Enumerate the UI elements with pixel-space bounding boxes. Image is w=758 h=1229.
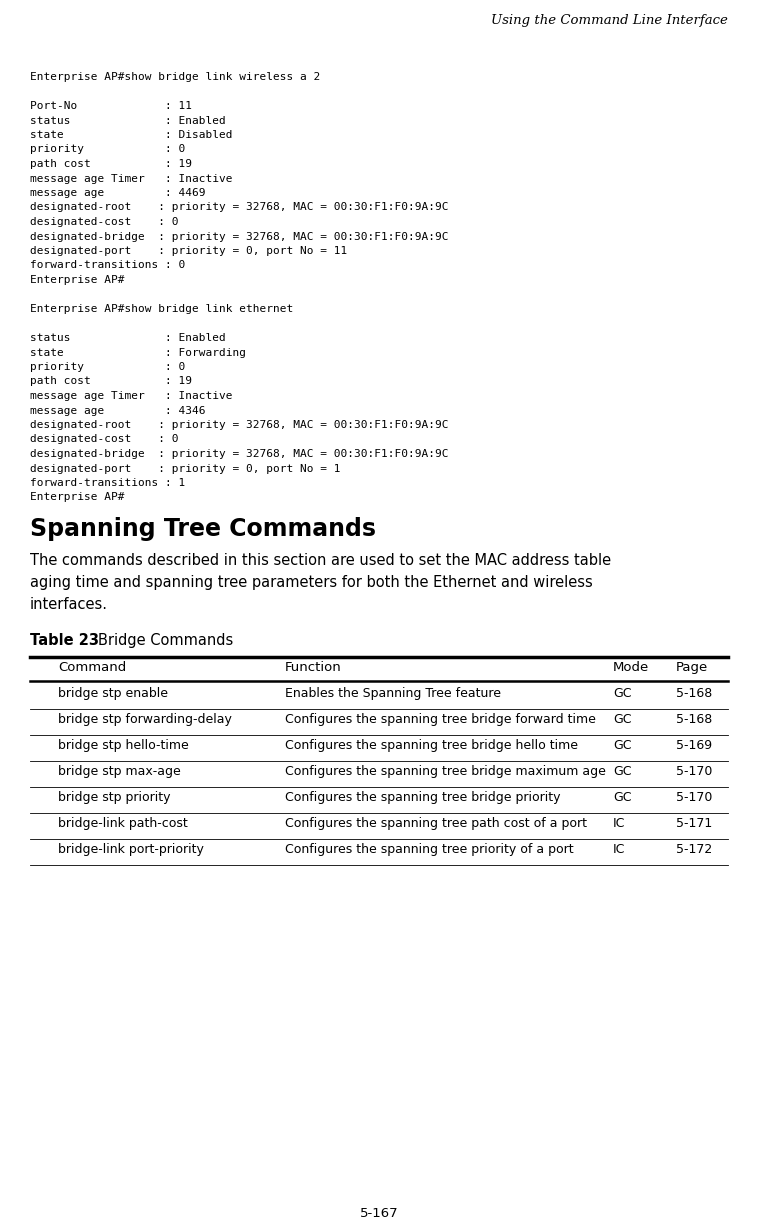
Text: designated-root    : priority = 32768, MAC = 00:30:F1:F0:9A:9C: designated-root : priority = 32768, MAC … xyxy=(30,203,449,213)
Text: Enterprise AP#show bridge link ethernet: Enterprise AP#show bridge link ethernet xyxy=(30,304,293,313)
Text: Enterprise AP#: Enterprise AP# xyxy=(30,275,124,285)
Text: path cost           : 19: path cost : 19 xyxy=(30,376,192,386)
Text: status              : Enabled: status : Enabled xyxy=(30,116,226,125)
Text: aging time and spanning tree parameters for both the Ethernet and wireless: aging time and spanning tree parameters … xyxy=(30,575,593,590)
Text: The commands described in this section are used to set the MAC address table: The commands described in this section a… xyxy=(30,553,611,568)
Text: 5-169: 5-169 xyxy=(675,739,712,752)
Text: GC: GC xyxy=(612,791,631,804)
Text: status              : Enabled: status : Enabled xyxy=(30,333,226,343)
Text: Enterprise AP#show bridge link wireless a 2: Enterprise AP#show bridge link wireless … xyxy=(30,73,320,82)
Text: Enables the Spanning Tree feature: Enables the Spanning Tree feature xyxy=(285,687,501,701)
Text: Configures the spanning tree bridge priority: Configures the spanning tree bridge prio… xyxy=(285,791,560,804)
Text: bridge-link path-cost: bridge-link path-cost xyxy=(58,817,188,830)
Text: Function: Function xyxy=(285,661,342,673)
Text: 5-167: 5-167 xyxy=(360,1207,398,1220)
Text: designated-cost    : 0: designated-cost : 0 xyxy=(30,435,178,445)
Text: 5-172: 5-172 xyxy=(675,843,712,857)
Text: 5-170: 5-170 xyxy=(675,791,712,804)
Text: Configures the spanning tree bridge hello time: Configures the spanning tree bridge hell… xyxy=(285,739,578,752)
Text: bridge stp priority: bridge stp priority xyxy=(58,791,171,804)
Text: priority            : 0: priority : 0 xyxy=(30,363,185,372)
Text: message age Timer   : Inactive: message age Timer : Inactive xyxy=(30,173,233,183)
Text: bridge stp forwarding-delay: bridge stp forwarding-delay xyxy=(58,713,232,726)
Text: 5-170: 5-170 xyxy=(675,764,712,778)
Text: Using the Command Line Interface: Using the Command Line Interface xyxy=(491,14,728,27)
Text: Spanning Tree Commands: Spanning Tree Commands xyxy=(30,517,376,541)
Text: Configures the spanning tree bridge forward time: Configures the spanning tree bridge forw… xyxy=(285,713,596,726)
Text: Table 23: Table 23 xyxy=(30,633,99,648)
Text: interfaces.: interfaces. xyxy=(30,597,108,612)
Text: message age Timer   : Inactive: message age Timer : Inactive xyxy=(30,391,233,401)
Text: state               : Forwarding: state : Forwarding xyxy=(30,348,246,358)
Text: Configures the spanning tree path cost of a port: Configures the spanning tree path cost o… xyxy=(285,817,587,830)
Text: Configures the spanning tree priority of a port: Configures the spanning tree priority of… xyxy=(285,843,573,857)
Text: Page: Page xyxy=(675,661,708,673)
Text: GC: GC xyxy=(612,713,631,726)
Text: designated-bridge  : priority = 32768, MAC = 00:30:F1:F0:9A:9C: designated-bridge : priority = 32768, MA… xyxy=(30,231,449,242)
Text: bridge stp max-age: bridge stp max-age xyxy=(58,764,180,778)
Text: forward-transitions : 0: forward-transitions : 0 xyxy=(30,261,185,270)
Text: 5-168: 5-168 xyxy=(675,713,712,726)
Text: designated-root    : priority = 32768, MAC = 00:30:F1:F0:9A:9C: designated-root : priority = 32768, MAC … xyxy=(30,420,449,430)
Text: designated-bridge  : priority = 32768, MAC = 00:30:F1:F0:9A:9C: designated-bridge : priority = 32768, MA… xyxy=(30,449,449,458)
Text: GC: GC xyxy=(612,739,631,752)
Text: priority            : 0: priority : 0 xyxy=(30,145,185,155)
Text: bridge-link port-priority: bridge-link port-priority xyxy=(58,843,204,857)
Text: designated-port    : priority = 0, port No = 1: designated-port : priority = 0, port No … xyxy=(30,463,340,473)
Text: Bridge Commands: Bridge Commands xyxy=(98,633,233,648)
Text: GC: GC xyxy=(612,687,631,701)
Text: Port-No             : 11: Port-No : 11 xyxy=(30,101,192,111)
Text: 5-171: 5-171 xyxy=(675,817,712,830)
Text: Command: Command xyxy=(58,661,126,673)
Text: state               : Disabled: state : Disabled xyxy=(30,130,233,140)
Text: IC: IC xyxy=(612,817,625,830)
Text: Mode: Mode xyxy=(612,661,649,673)
Text: bridge stp enable: bridge stp enable xyxy=(58,687,168,701)
Text: IC: IC xyxy=(612,843,625,857)
Text: message age         : 4469: message age : 4469 xyxy=(30,188,205,198)
Text: Enterprise AP#: Enterprise AP# xyxy=(30,493,124,503)
Text: GC: GC xyxy=(612,764,631,778)
Text: forward-transitions : 1: forward-transitions : 1 xyxy=(30,478,185,488)
Text: message age         : 4346: message age : 4346 xyxy=(30,406,205,415)
Text: designated-port    : priority = 0, port No = 11: designated-port : priority = 0, port No … xyxy=(30,246,347,256)
Text: designated-cost    : 0: designated-cost : 0 xyxy=(30,218,178,227)
Text: bridge stp hello-time: bridge stp hello-time xyxy=(58,739,189,752)
Text: Configures the spanning tree bridge maximum age: Configures the spanning tree bridge maxi… xyxy=(285,764,606,778)
Text: 5-168: 5-168 xyxy=(675,687,712,701)
Text: path cost           : 19: path cost : 19 xyxy=(30,159,192,170)
